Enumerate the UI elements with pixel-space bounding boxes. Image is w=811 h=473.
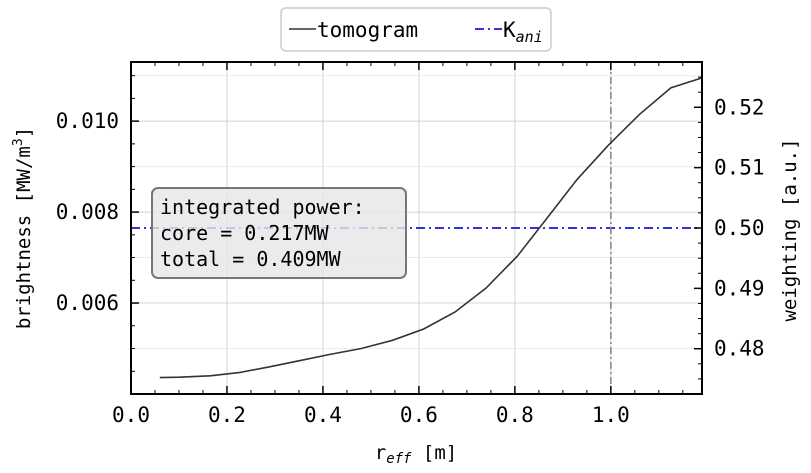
legend-label-tomogram: tomogram: [317, 18, 418, 42]
y-left-tick-label: 0.010: [56, 109, 119, 133]
annotation-background: [151, 187, 407, 279]
y-right-tick-label: 0.51: [714, 156, 765, 180]
legend-frame: [280, 7, 552, 52]
legend: tomogram Kani: [280, 7, 552, 52]
tomogram-series-line: [159, 77, 703, 379]
x-tick-label: 0.0: [112, 403, 150, 427]
x-tick-label: 0.6: [400, 403, 438, 427]
x-tick-label: 1.0: [592, 403, 630, 427]
y-right-tick-label: 0.49: [714, 276, 765, 300]
x-tick-label: 0.8: [496, 403, 534, 427]
legend-label-k-ani: Kani: [503, 18, 543, 46]
annotation-box: integrated power: core = 0.217MW total =…: [151, 187, 407, 279]
y-right-tick-label: 0.48: [714, 337, 765, 361]
x-tick-label: 0.4: [304, 403, 342, 427]
annotation-line-2: core = 0.217MW: [160, 221, 330, 245]
x-axis-label: reff [m]: [375, 442, 458, 467]
annotation-line-1: integrated power:: [160, 195, 365, 219]
y-axis-left-label: brightness [MW/m3]: [11, 127, 35, 329]
axis-ticks: [130, 61, 702, 395]
y-left-tick-label: 0.008: [56, 200, 119, 224]
x-tick-label: 0.2: [208, 403, 246, 427]
y-axis-right-label: weighting [a.u.]: [779, 138, 801, 321]
annotation-line-3: total = 0.409MW: [160, 247, 342, 271]
y-right-tick-label: 0.50: [714, 216, 765, 240]
y-right-tick-label: 0.52: [714, 95, 765, 119]
tick-labels: 0.0 0.2 0.4 0.6 0.8 1.0 0.006 0.008 0.010 0.48 0.4…: [56, 95, 765, 427]
y-left-tick-label: 0.006: [56, 291, 119, 315]
